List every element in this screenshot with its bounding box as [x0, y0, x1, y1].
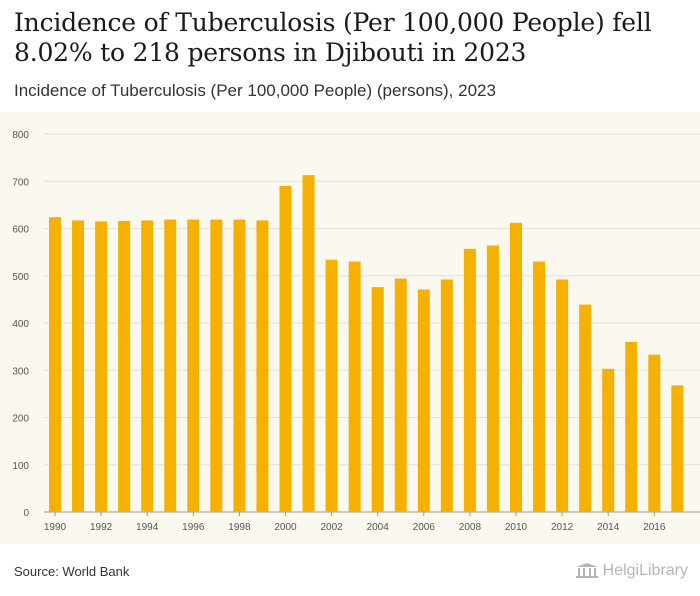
chart-title: Incidence of Tuberculosis (Per 100,000 P…	[14, 8, 652, 67]
x-tick-label: 2010	[505, 522, 528, 533]
bar	[602, 368, 615, 512]
y-tick-label: 0	[23, 508, 29, 519]
x-tick-label: 1990	[44, 522, 67, 533]
library-building-icon	[575, 563, 598, 578]
bar	[533, 261, 546, 512]
y-tick-label: 800	[12, 130, 29, 141]
bar	[49, 217, 61, 512]
helgilibrary-logo: HelgiLibrary	[575, 562, 688, 580]
y-tick-label: 700	[12, 177, 29, 188]
bar	[279, 185, 292, 512]
x-tick-label: 1992	[90, 522, 113, 533]
bar	[187, 219, 200, 512]
x-tick-label: 2012	[551, 522, 574, 533]
x-tick-label: 2000	[274, 522, 297, 533]
bar	[348, 261, 361, 512]
x-tick-label: 2014	[597, 522, 620, 533]
bar	[118, 220, 131, 512]
bar	[625, 341, 638, 512]
x-tick-label: 2002	[320, 522, 343, 533]
x-tick-label: 1994	[136, 522, 159, 533]
logo-text: HelgiLibrary	[602, 562, 688, 579]
bar	[510, 222, 522, 512]
bar	[394, 278, 407, 512]
x-tick-label: 2006	[413, 522, 436, 533]
bar	[556, 279, 569, 512]
bar	[72, 220, 85, 512]
y-tick-label: 600	[12, 225, 29, 236]
x-tick-label: 2008	[459, 522, 482, 533]
bar	[164, 219, 177, 512]
y-tick-label: 500	[12, 272, 29, 283]
bar	[256, 220, 269, 512]
bar	[302, 175, 315, 513]
x-tick-label: 2016	[643, 522, 666, 533]
y-tick-label: 100	[12, 461, 29, 472]
source-note: Source: World Bank	[14, 564, 130, 579]
bar	[233, 219, 246, 512]
bar	[371, 287, 384, 512]
y-tick-label: 400	[12, 319, 29, 330]
bar	[463, 248, 476, 512]
bar	[210, 219, 223, 512]
bar	[141, 220, 154, 512]
bar	[95, 221, 108, 512]
bar	[671, 385, 684, 512]
x-tick-label: 1996	[182, 522, 205, 533]
bar	[325, 259, 338, 512]
y-tick-label: 200	[12, 414, 29, 425]
x-tick-label: 1998	[228, 522, 251, 533]
bar	[440, 279, 453, 512]
bar	[648, 354, 661, 512]
y-tick-label: 300	[12, 366, 29, 377]
x-tick-label: 2004	[367, 522, 390, 533]
bar	[417, 289, 430, 512]
chart-subtitle: Incidence of Tuberculosis (Per 100,000 P…	[14, 81, 496, 100]
bar	[579, 304, 592, 512]
bar	[486, 245, 499, 512]
bar-chart: 0 100 200 300 400 500 600 700 800 1990 1992 1994 199…	[12, 130, 700, 533]
